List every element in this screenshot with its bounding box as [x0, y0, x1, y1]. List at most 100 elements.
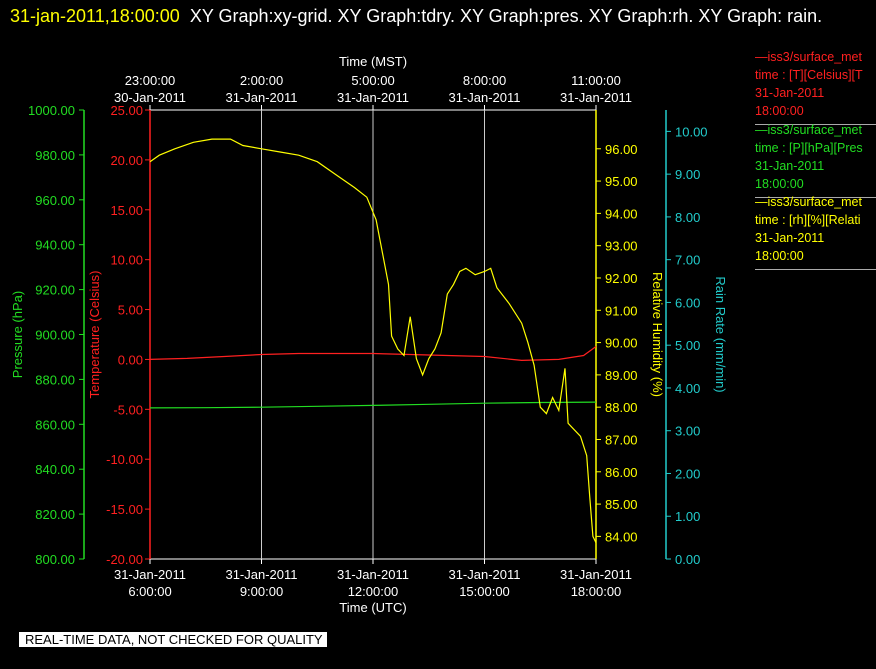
pres-series-line: [149, 401, 597, 409]
pres-tick-label: 1000.00: [28, 103, 75, 118]
rain-tick-label: 7.00: [675, 253, 700, 268]
rain-tick-label: 2.00: [675, 466, 700, 481]
legend-humidity-time: 18:00:00: [755, 249, 804, 263]
pres-tick-label: 880.00: [35, 372, 75, 387]
x-top-tick-date: 31-Jan-2011: [337, 90, 409, 105]
right-axes: 84.00 85.00 86.00 87.00 88.00 89.00 90.00 91.00…: [595, 110, 728, 567]
legend-pressure-line2: time : [P][hPa][Pres: [755, 141, 863, 155]
pres-tick-label: 940.00: [35, 238, 75, 253]
legend-temperature-date: 31-Jan-2011: [755, 86, 825, 100]
x-top-tick-time: 8:00:00: [463, 73, 506, 88]
timestamp: 31-jan-2011,18:00:00: [10, 6, 180, 26]
rh-tick-label: 84.00: [605, 529, 638, 544]
x-top-tick-date: 30-Jan-2011: [114, 90, 186, 105]
rain-tick-label: 8.00: [675, 210, 700, 225]
left-axes: 800.00 820.00 840.00 860.00 880.00 900.00 920.…: [10, 103, 151, 567]
x-tick-time: 15:00:00: [459, 584, 510, 599]
legend-humidity-line1: —iss3/surface_met: [755, 195, 862, 209]
x-top-tick-time: 2:00:00: [240, 73, 283, 88]
legend-temperature: —iss3/surface_met time : [T][Celsius][T …: [755, 48, 876, 125]
pres-tick-label: 920.00: [35, 283, 75, 298]
rh-tick-label: 90.00: [605, 336, 638, 351]
pres-tick-label: 900.00: [35, 328, 75, 343]
quality-banner: REAL-TIME DATA, NOT CHECKED FOR QUALITY: [19, 632, 327, 647]
rh-tick-label: 85.00: [605, 497, 638, 512]
legend-pressure-date: 31-Jan-2011: [755, 159, 825, 173]
x-axis-label-top: Time (MST): [339, 54, 407, 69]
pres-tick-label: 840.00: [35, 462, 75, 477]
vertical-grid: [261, 110, 485, 559]
pres-tick-label: 800.00: [35, 552, 75, 567]
x-tick-date: 31-Jan-2011: [114, 567, 186, 582]
rh-tick-label: 93.00: [605, 239, 638, 254]
legend-divider: [755, 123, 876, 125]
temp-tick-label: -5.00: [113, 402, 143, 417]
temp-tick-label: -20.00: [106, 552, 143, 567]
rain-axis-label: Rain Rate (mm/min): [713, 276, 728, 392]
rain-tick-label: 1.00: [675, 509, 700, 524]
x-axis-utc: 31-Jan-2011 6:00:00 31-Jan-2011 9:00:00 31-J…: [114, 559, 632, 599]
x-top-tick-date: 31-Jan-2011: [448, 90, 520, 105]
temp-tick-label: 25.00: [110, 103, 143, 118]
legend-temperature-time: 18:00:00: [755, 104, 804, 118]
graph-list: XY Graph:xy-grid. XY Graph:tdry. XY Grap…: [189, 6, 823, 26]
x-tick-time: 18:00:00: [571, 584, 622, 599]
pres-tick-label: 860.00: [35, 417, 75, 432]
legend-humidity-line2: time : [rh][%][Relati: [755, 213, 861, 227]
rh-tick-label: 89.00: [605, 368, 638, 383]
temp-tick-label: 15.00: [110, 203, 143, 218]
rain-tick-label: 9.00: [675, 167, 700, 182]
pres-tick-label: 980.00: [35, 148, 75, 163]
legend-divider: [755, 268, 876, 270]
x-axis-mst: 23:00:00 30-Jan-2011 2:00:00 31-Jan-2011 5:0…: [114, 73, 632, 110]
rh-tick-label: 88.00: [605, 400, 638, 415]
x-top-tick-time: 5:00:00: [351, 73, 394, 88]
legend-humidity-date: 31-Jan-2011: [755, 231, 825, 245]
legend-pressure: —iss3/surface_met time : [P][hPa][Pres 3…: [755, 121, 876, 198]
rh-tick-label: 95.00: [605, 174, 638, 189]
temp-series-line: [149, 346, 597, 362]
rh-tick-label: 86.00: [605, 465, 638, 480]
x-top-tick-time: 23:00:00: [125, 73, 176, 88]
legend-pressure-time: 18:00:00: [755, 177, 804, 191]
temp-tick-label: 5.00: [118, 303, 143, 318]
x-tick-date: 31-Jan-2011: [560, 567, 632, 582]
x-top-tick-time: 11:00:00: [571, 73, 621, 88]
x-top-tick-date: 31-Jan-2011: [560, 90, 632, 105]
pres-tick-label: 960.00: [35, 193, 75, 208]
rh-axis-label: Relative Humidity (%): [650, 272, 665, 397]
rain-tick-label: 4.00: [675, 381, 700, 396]
legend-temperature-line2: time : [T][Celsius][T: [755, 68, 863, 82]
x-tick-time: 9:00:00: [240, 584, 283, 599]
rain-tick-label: 10.00: [675, 124, 708, 139]
temp-tick-label: -10.00: [106, 452, 143, 467]
x-tick-date: 31-Jan-2011: [337, 567, 409, 582]
temp-tick-label: 0.00: [118, 352, 143, 367]
rain-tick-label: 0.00: [675, 552, 700, 567]
legend-divider: [755, 196, 876, 198]
rain-tick-label: 5.00: [675, 338, 700, 353]
legend-temperature-line1: —iss3/surface_met: [755, 50, 862, 64]
temp-axis-label: Temperature (Celsius): [87, 271, 102, 399]
rh-tick-label: 92.00: [605, 271, 638, 286]
graph-title-bar: 31-jan-2011,18:00:00 XY Graph:xy-grid. X…: [10, 2, 870, 31]
x-top-tick-date: 31-Jan-2011: [225, 90, 297, 105]
rh-series-line: [149, 138, 597, 544]
x-axis-label-bottom: Time (UTC): [339, 600, 406, 615]
pres-axis-label: Pressure (hPa): [10, 291, 25, 378]
x-tick-date: 31-Jan-2011: [448, 567, 520, 582]
rh-tick-label: 94.00: [605, 206, 638, 221]
rain-tick-label: 6.00: [675, 295, 700, 310]
rain-tick-label: 3.00: [675, 424, 700, 439]
rh-tick-label: 96.00: [605, 142, 638, 157]
temp-tick-label: 20.00: [110, 153, 143, 168]
x-tick-time: 6:00:00: [128, 584, 171, 599]
temp-tick-label: -15.00: [106, 502, 143, 517]
legend-pressure-line1: —iss3/surface_met: [755, 123, 862, 137]
rh-tick-label: 87.00: [605, 432, 638, 447]
series-layer: [149, 138, 597, 544]
x-tick-date: 31-Jan-2011: [225, 567, 297, 582]
x-tick-time: 12:00:00: [348, 584, 399, 599]
rh-tick-label: 91.00: [605, 303, 638, 318]
